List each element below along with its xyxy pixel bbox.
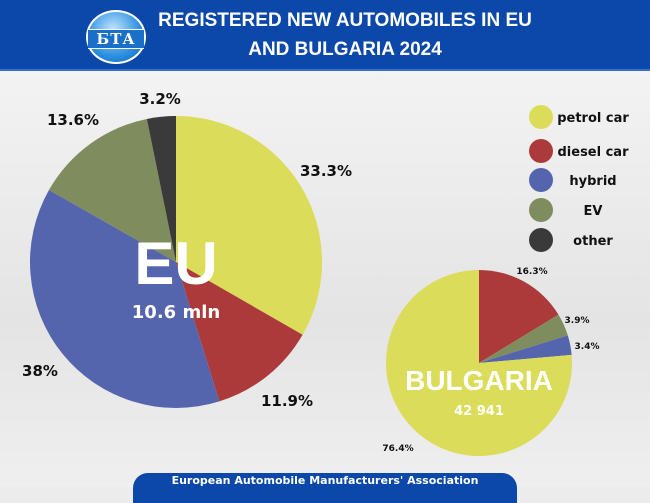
- legend-item-diesel-car: diesel car: [529, 139, 629, 163]
- header: БТА REGISTERED NEW AUTOMOBILES IN EU AND…: [0, 0, 650, 71]
- slice-label: 11.9%: [261, 392, 313, 410]
- pie-slice-hybrid: [479, 335, 572, 363]
- legend-label: hybrid: [569, 174, 616, 189]
- pie-subtitle: 10.6 mln: [132, 302, 220, 323]
- pie-slice-diesel-car: [479, 270, 559, 363]
- legend-swatch: [529, 105, 553, 129]
- slice-label: 3.4%: [575, 342, 600, 352]
- title-line-1: REGISTERED NEW AUTOMOBILES IN EU: [158, 10, 532, 31]
- pie-slice-hybrid: [29, 190, 220, 408]
- logo-text: БТА: [88, 29, 144, 49]
- pie-title: BULGARIA: [405, 365, 553, 396]
- legend-swatch: [529, 198, 553, 222]
- pie-title: EU: [134, 230, 217, 297]
- slice-label: 13.6%: [47, 111, 99, 129]
- slice-label: 76.4%: [382, 444, 413, 454]
- legend-item-petrol-car: petrol car: [529, 105, 629, 129]
- pie-slice-EV: [48, 118, 176, 262]
- pie-slice-petrol-car: [386, 270, 572, 456]
- pie-slice-other: [146, 116, 176, 262]
- legend-item-EV: EV: [529, 198, 602, 222]
- bta-logo: БТА: [86, 10, 146, 64]
- pie-slice-petrol-car: [176, 116, 322, 335]
- pie-slice-EV: [479, 314, 568, 363]
- legend-swatch: [529, 168, 553, 192]
- legend-swatch: [529, 139, 553, 163]
- pie-subtitle: 42 941: [454, 404, 504, 419]
- slice-label: 3.9%: [565, 316, 590, 326]
- title-line-2: AND BULGARIA 2024: [248, 39, 442, 60]
- source-footer: European Automobile Manufacturers' Assoc…: [133, 473, 517, 503]
- slice-label: 16.3%: [516, 267, 547, 277]
- legend-item-hybrid: hybrid: [529, 168, 617, 192]
- slice-label: 33.3%: [300, 162, 352, 180]
- legend-item-other: other: [529, 228, 613, 252]
- slice-label: 3.2%: [139, 90, 181, 108]
- legend-swatch: [529, 228, 553, 252]
- legend-label: petrol car: [557, 111, 629, 126]
- pie-slice-diesel-car: [176, 262, 303, 402]
- pie-charts: 33.3% 11.9% 38% 13.6% 3.2% EU 10.6 mln 16.3% 3.9…: [22, 90, 629, 456]
- legend-label: diesel car: [557, 145, 629, 160]
- legend-label: other: [573, 234, 613, 249]
- slice-label: 38%: [22, 362, 58, 380]
- legend-label: EV: [584, 204, 603, 219]
- page-title: REGISTERED NEW AUTOMOBILES IN EU AND BUL…: [150, 6, 540, 64]
